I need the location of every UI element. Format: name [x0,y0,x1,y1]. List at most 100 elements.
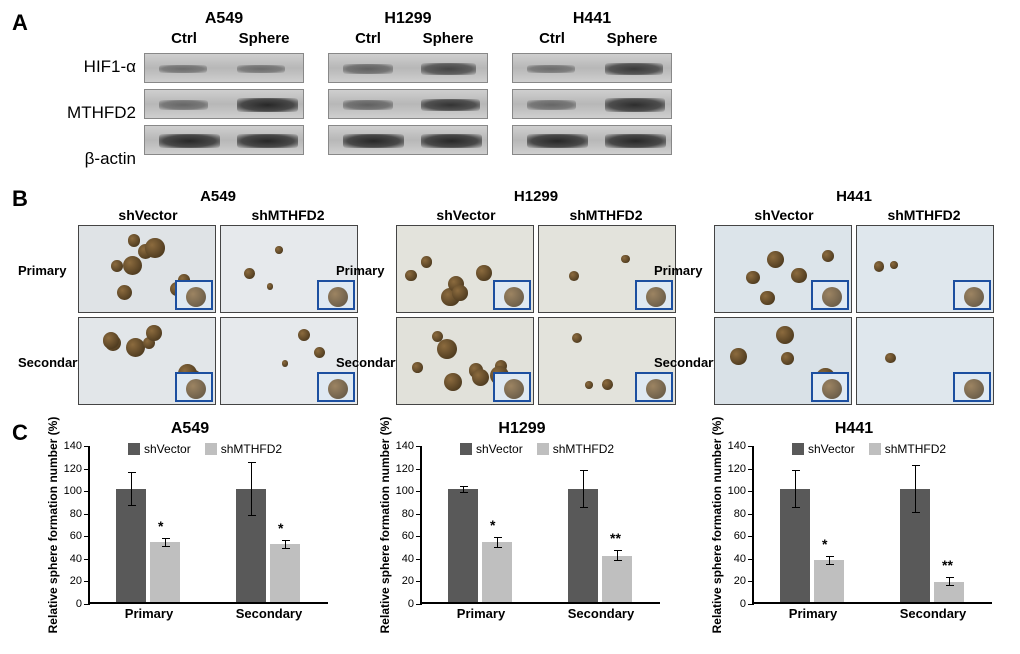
bar [780,489,810,602]
micro-image [856,317,994,405]
bar [270,544,300,602]
micro-inset [811,372,849,402]
blot-hif1a [512,53,672,83]
panel-b-label: B [12,186,28,212]
micro-inset [175,280,213,310]
blot-actin [144,125,304,155]
blot-col-h441: H441CtrlSphere [512,10,672,155]
microscopy-groups: A549shVectorshMTHFD2PrimarySecondaryH129… [78,188,994,405]
y-axis-label: Relative sphere formation number (%) [378,417,392,634]
micro-col-head: shVector [78,207,218,223]
ytick-label: 100 [396,485,414,497]
bar [568,489,598,602]
significance-marker: ** [942,557,953,573]
blot-cond-label: Ctrl [512,30,592,47]
micro-col-head: shMTHFD2 [854,207,994,223]
ytick-label: 20 [402,575,414,587]
x-category-label: Secondary [888,606,978,621]
bar [934,582,964,602]
blot-cond-label: Ctrl [144,30,224,47]
micro-inset [493,280,531,310]
ytick-label: 40 [734,553,746,565]
micro-image [78,225,216,313]
ytick-label: 120 [64,463,82,475]
micro-row-label: Secondary [654,316,720,408]
blot-actin [328,125,488,155]
bar [116,489,146,602]
bar [814,560,844,602]
ytick-label: 40 [70,553,82,565]
chart-h1299: H1299shVectorshMTHFD2020406080100120140R… [372,420,672,596]
micro-title: H441 [714,188,994,205]
significance-marker: * [278,520,283,536]
panel-c-label: C [12,420,28,446]
chart-title: H1299 [372,420,672,438]
bar [602,556,632,602]
y-axis-label: Relative sphere formation number (%) [710,417,724,634]
chart-a549: A549shVectorshMTHFD2020406080100120140Re… [40,420,340,596]
chart-title: H441 [704,420,1004,438]
row-label-hif1a: HIF1-α [30,52,136,82]
ytick-label: 20 [70,575,82,587]
chart-title: A549 [40,420,340,438]
row-label-actin: β-actin [30,144,136,174]
ytick-label: 120 [396,463,414,475]
bar [448,489,478,602]
blot-title: H1299 [328,10,488,28]
blot-cond-label: Sphere [408,30,488,47]
blot-cond-label: Sphere [224,30,304,47]
x-category-label: Primary [104,606,194,621]
blot-hif1a [144,53,304,83]
blot-title: A549 [144,10,304,28]
y-axis-label: Relative sphere formation number (%) [46,417,60,634]
panel-a-label: A [12,10,28,36]
ytick-label: 100 [64,485,82,497]
blot-col-a549: A549 CtrlSphere [144,10,304,155]
panel-c: C A549shVectorshMTHFD2020406080100120140… [12,420,1008,644]
chart-plot: 020406080100120140Relative sphere format… [88,446,328,604]
micro-image [78,317,216,405]
micro-group-h441: H441shVectorshMTHFD2PrimarySecondary [714,188,994,405]
micro-row-label: Primary [18,224,84,316]
blot-mthfd2 [328,89,488,119]
ytick-label: 80 [402,508,414,520]
ytick-label: 0 [740,598,746,610]
micro-col-head: shMTHFD2 [218,207,358,223]
micro-row-label: Primary [654,224,720,316]
row-label-mthfd2: MTHFD2 [30,98,136,128]
micro-group-h1299: H1299shVectorshMTHFD2PrimarySecondary [396,188,676,405]
micro-col-head: shVector [714,207,854,223]
blot-cond-label: Sphere [592,30,672,47]
blot-cond-label: Ctrl [328,30,408,47]
significance-marker: * [822,536,827,552]
micro-row-label: Secondary [336,316,402,408]
ytick-label: 60 [734,530,746,542]
micro-inset [953,280,991,310]
x-category-label: Secondary [224,606,314,621]
micro-title: H1299 [396,188,676,205]
chart-h441: H441shVectorshMTHFD2020406080100120140Re… [704,420,1004,596]
x-category-label: Primary [768,606,858,621]
ytick-label: 0 [76,598,82,610]
ytick-label: 20 [734,575,746,587]
micro-inset [811,280,849,310]
blot-row-labels: HIF1-α MTHFD2 β-actin [30,52,136,174]
ytick-label: 140 [64,440,82,452]
micro-col-head: shMTHFD2 [536,207,676,223]
micro-row-label: Secondary [18,316,84,408]
micro-col-head: shVector [396,207,536,223]
x-category-label: Secondary [556,606,646,621]
significance-marker: * [158,518,163,534]
bar [236,489,266,602]
x-category-label: Primary [436,606,526,621]
bar [150,542,180,602]
blot-hif1a [328,53,488,83]
micro-image [714,225,852,313]
bar-charts: A549shVectorshMTHFD2020406080100120140Re… [40,420,1004,596]
ytick-label: 0 [408,598,414,610]
micro-image [396,225,534,313]
blot-columns: A549CtrlSphereH1299CtrlSphereH441CtrlSph… [144,10,672,155]
ytick-label: 60 [70,530,82,542]
ytick-label: 40 [402,553,414,565]
blot-actin [512,125,672,155]
